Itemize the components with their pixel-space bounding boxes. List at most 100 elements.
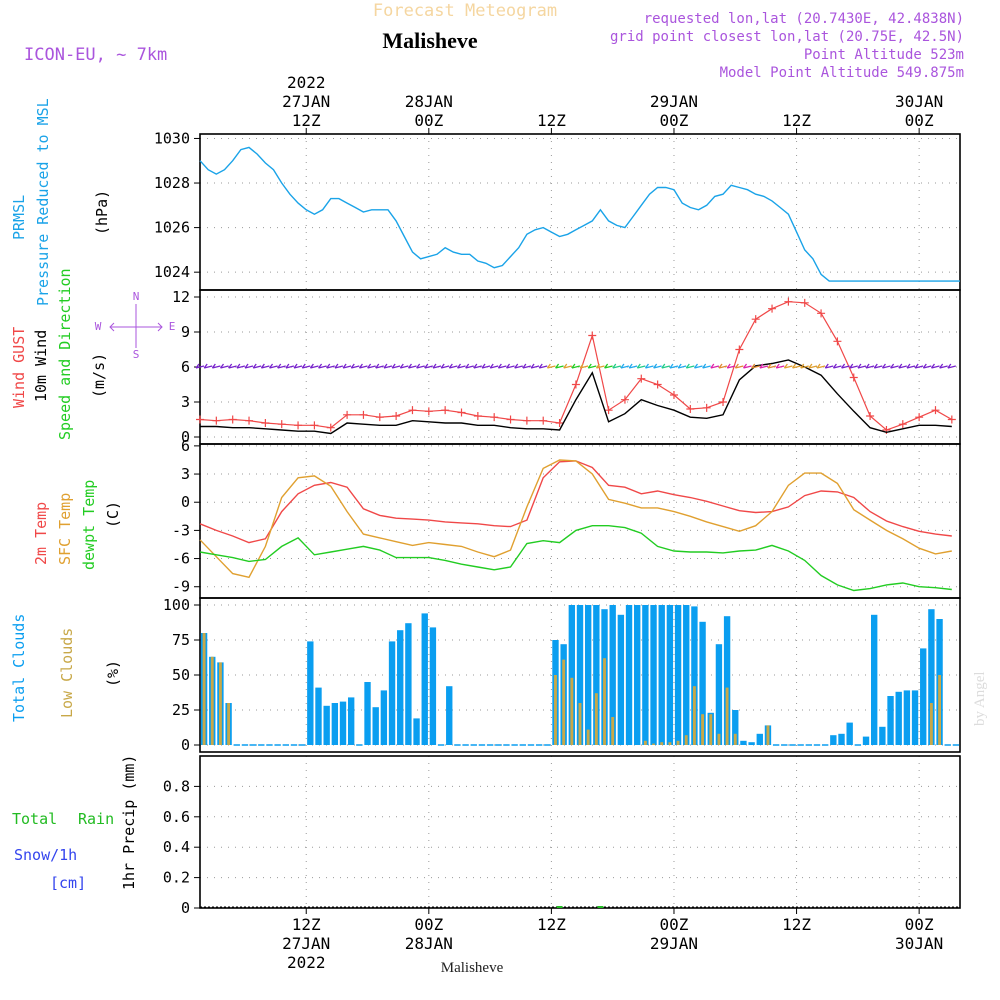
top-time-label: 12Z (782, 111, 811, 130)
wind-direction-arrow (407, 363, 417, 369)
wind-direction-arrow (530, 363, 540, 369)
wind-direction-arrow (751, 363, 760, 369)
footer-station: Malisheve (441, 960, 504, 976)
watermark: by Angel (972, 671, 988, 726)
panel-frame (199, 755, 961, 909)
wind-direction-arrow (922, 363, 932, 369)
wind-direction-arrow (702, 363, 711, 369)
wind-direction-arrow (628, 363, 638, 369)
low-cloud-bar (684, 735, 688, 745)
total-cloud-bar (568, 605, 576, 745)
low-cloud-bar (643, 740, 647, 745)
low-cloud-bar (611, 717, 615, 745)
gust-point (833, 337, 842, 346)
wind-direction-arrow (424, 363, 433, 369)
top-time-label: 2022 (287, 73, 326, 92)
wind-direction-arrow (669, 363, 679, 369)
top-time-label: 00Z (414, 111, 443, 130)
wind-direction-arrow (734, 363, 744, 369)
gust-point (669, 391, 678, 399)
gust-point (637, 374, 646, 383)
wind-line (200, 359, 952, 435)
y-tick-label: 3 (181, 393, 190, 411)
gust-point (212, 416, 221, 425)
wind-direction-arrow (718, 363, 728, 369)
gust-point (702, 403, 711, 412)
gust-point (555, 419, 564, 427)
pressure-panel: 1024 1026 1028 1030 (154, 129, 961, 291)
total-cloud-bar (307, 641, 314, 745)
compass-rose: N S W E (95, 290, 176, 361)
total-cloud-bar (756, 733, 763, 745)
wind-direction-arrow (506, 363, 515, 369)
gust-point (441, 406, 450, 415)
model-altitude: Model Point Altitude 549.875m (720, 65, 964, 81)
pressure-label-short: PRMSL (10, 195, 28, 240)
total-cloud-bar (879, 726, 886, 745)
low-cloud-bar (668, 742, 672, 745)
wind-direction-arrow (792, 363, 801, 369)
low-cloud-bar (733, 733, 737, 745)
y-tick-label: 3 (181, 465, 190, 483)
y-tick-label: 0 (181, 493, 190, 511)
total-cloud-bar (887, 696, 894, 745)
gust-point (375, 413, 384, 422)
total-cloud-bar (576, 605, 584, 745)
gust-point (408, 406, 417, 415)
wind-direction-arrow (808, 363, 818, 369)
bottom-time-label: 00Z (414, 915, 443, 934)
wind-direction-arrow (677, 363, 687, 369)
total-cloud-bar (617, 614, 625, 745)
cloud-unit: (%) (104, 660, 122, 687)
low-cloud-bar (227, 703, 231, 745)
wind-direction-arrow (301, 363, 311, 369)
wind-direction-arrow (481, 363, 491, 369)
top-time-label: 27JAN (282, 92, 330, 111)
y-tick-label: 0.6 (163, 808, 190, 826)
wind-direction-arrow (440, 363, 450, 369)
total-cloud-bar (429, 627, 437, 745)
wind-direction-arrow (587, 363, 597, 369)
wind-direction-arrow (195, 363, 205, 369)
wind-direction-arrow (342, 363, 352, 369)
low-cloud-bar (676, 740, 680, 745)
bottom-time-label: 2022 (287, 953, 326, 972)
gust-point (800, 298, 809, 307)
compass-n: N (133, 290, 140, 303)
total-cloud-bar (732, 710, 739, 745)
low-cloud-bar (938, 675, 942, 745)
low-cloud-bar (701, 714, 705, 745)
temperature-panel: -9 -6 -3 0 3 6 (172, 437, 961, 599)
wind-direction-arrow (898, 363, 907, 369)
gust-point (457, 408, 466, 417)
panel-frame (199, 443, 961, 599)
wind-direction-arrow (260, 363, 270, 369)
wind-direction-arrow (489, 363, 499, 369)
total-cloud-bar (446, 686, 453, 745)
y-tick-label: 75 (172, 631, 190, 649)
wind-direction-arrow (612, 363, 621, 369)
wind-direction-arrow (800, 363, 809, 369)
wind-direction-arrow (546, 363, 556, 369)
top-time-label: 12Z (292, 111, 321, 130)
wind-direction-arrow (448, 363, 458, 369)
snow-unit: [cm] (50, 874, 86, 892)
requested-coords: requested lon,lat (20.7430E, 42.4838N) (644, 11, 964, 27)
gust-point (326, 423, 335, 432)
gust-point (490, 413, 499, 422)
wind-direction-arrow (252, 363, 262, 369)
y-tick-label: 0 (181, 428, 190, 446)
bottom-time-label: 28JAN (405, 934, 453, 953)
pressure-label-long: Pressure Reduced to MSL (34, 98, 52, 306)
gust-point (866, 412, 875, 420)
wind-direction-arrow (906, 363, 916, 369)
gust-point (343, 410, 352, 419)
wind-direction-arrow (383, 363, 393, 369)
wind-direction-arrow (277, 363, 286, 369)
y-tick-label: 0 (181, 899, 190, 917)
top-time-label: 12Z (537, 111, 566, 130)
wind-direction-arrow (375, 363, 384, 369)
y-tick-label: 1026 (154, 219, 190, 237)
wind-direction-arrow (636, 363, 646, 369)
gust-point (228, 415, 237, 424)
